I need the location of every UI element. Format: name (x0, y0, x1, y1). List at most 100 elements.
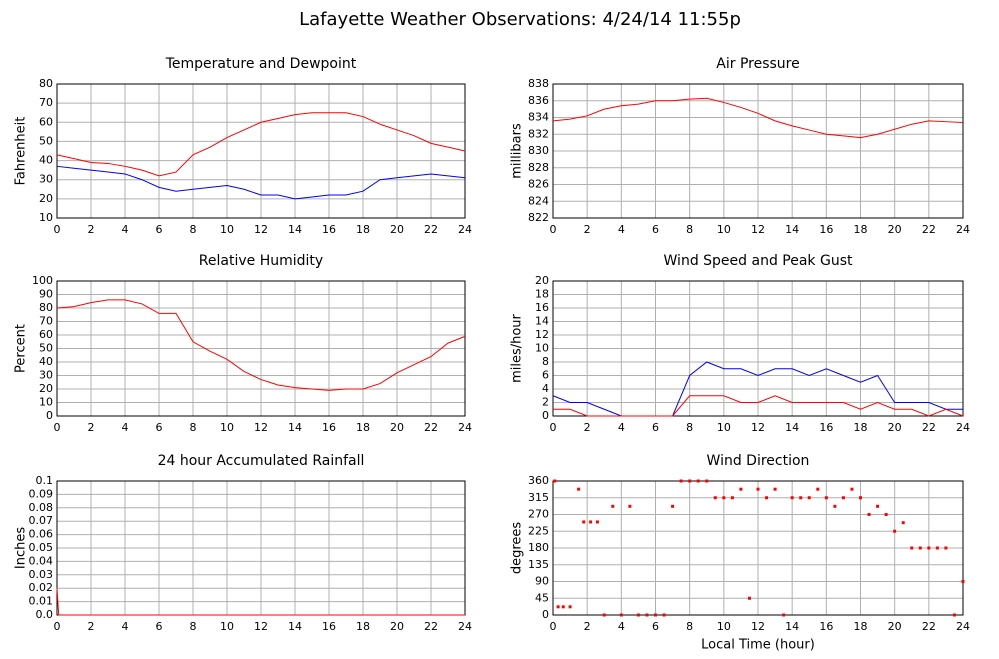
x-tick-label: 16 (819, 421, 833, 434)
data-point (696, 479, 700, 483)
data-point (747, 596, 751, 600)
x-tick-label: 6 (652, 223, 659, 236)
x-tick-label: 4 (618, 223, 625, 236)
data-point (589, 520, 593, 524)
page-title: Lafayette Weather Observations: 4/24/14 … (299, 9, 741, 30)
y-axis-label: Fahrenheit (14, 117, 29, 186)
data-point (713, 496, 717, 500)
data-point (556, 605, 560, 609)
x-tick-label: 0 (550, 620, 557, 633)
data-line (56, 112, 466, 177)
data-point (876, 504, 880, 508)
data-point (671, 504, 675, 508)
y-tick-label: 16 (535, 301, 549, 314)
panel-title: Air Pressure (716, 56, 799, 72)
x-tick-label: 8 (190, 421, 197, 434)
data-point (841, 496, 845, 500)
data-point (705, 479, 709, 483)
data-point (918, 546, 922, 550)
y-tick-label: 6 (542, 369, 549, 382)
x-tick-label: 22 (922, 223, 936, 236)
y-axis-label: millibars (510, 123, 525, 179)
y-tick-label: 834 (528, 111, 549, 124)
x-tick-label: 24 (458, 223, 472, 236)
x-tick-label: 14 (785, 223, 799, 236)
x-tick-label: 20 (888, 620, 902, 633)
plot-frame (552, 480, 964, 616)
x-tick-label: 14 (288, 620, 302, 633)
y-tick-label: 0.07 (29, 514, 54, 527)
plot-frame (56, 280, 466, 417)
data-point (619, 613, 623, 617)
y-tick-label: 60 (39, 328, 53, 341)
y-tick-label: 0.04 (29, 554, 54, 567)
x-tick-label: 6 (156, 620, 163, 633)
y-tick-label: 836 (528, 94, 549, 107)
y-tick-label: 0 (46, 409, 53, 422)
y-tick-label: 0 (542, 608, 549, 621)
x-tick-label: 0 (550, 421, 557, 434)
panel-title: Relative Humidity (199, 253, 323, 269)
x-tick-label: 22 (424, 620, 438, 633)
data-point (859, 496, 862, 500)
x-tick-label: 16 (322, 421, 336, 434)
x-tick-label: 24 (956, 421, 970, 434)
x-tick-label: 12 (751, 620, 765, 633)
x-tick-label: 4 (618, 421, 625, 434)
data-point (893, 529, 897, 533)
x-tick-label: 2 (88, 421, 95, 434)
x-tick-label: 10 (220, 223, 234, 236)
data-line (56, 588, 465, 616)
y-axis-label: miles/hour (510, 313, 525, 382)
x-tick-label: 6 (156, 223, 163, 236)
x-tick-label: 0 (550, 223, 557, 236)
y-tick-label: 2 (542, 396, 549, 409)
x-tick-label: 14 (785, 421, 799, 434)
data-line (553, 395, 964, 417)
y-tick-label: 14 (535, 315, 549, 328)
panel-title: Wind Direction (707, 453, 810, 469)
x-tick-label: 0 (54, 620, 61, 633)
data-line (56, 299, 466, 391)
x-tick-label: 18 (356, 620, 370, 633)
x-tick-label: 10 (220, 421, 234, 434)
data-point (901, 521, 905, 525)
x-tick-label: 2 (88, 620, 95, 633)
x-tick-label: 8 (190, 223, 197, 236)
data-point (952, 613, 956, 617)
data-point (577, 487, 581, 491)
y-axis-label: Percent (14, 324, 29, 373)
x-tick-label: 18 (854, 620, 868, 633)
y-tick-label: 822 (528, 211, 549, 224)
x-tick-label: 6 (156, 421, 163, 434)
x-tick-label: 8 (686, 421, 693, 434)
y-tick-label: 0.09 (29, 487, 54, 500)
x-tick-label: 20 (390, 620, 404, 633)
x-tick-label: 6 (652, 620, 659, 633)
data-point (833, 504, 837, 508)
data-point (773, 487, 777, 491)
y-tick-label: 80 (39, 77, 53, 90)
x-tick-label: 16 (322, 223, 336, 236)
data-point (568, 605, 572, 609)
y-tick-label: 270 (528, 508, 549, 521)
y-tick-label: 10 (39, 211, 53, 224)
data-point (722, 496, 726, 500)
y-tick-label: 0.03 (29, 568, 54, 581)
y-tick-label: 45 (535, 591, 549, 604)
x-tick-label: 22 (922, 421, 936, 434)
data-point (756, 487, 760, 491)
x-tick-label: 24 (956, 620, 970, 633)
data-point (867, 513, 871, 516)
data-point (688, 479, 692, 483)
data-point (654, 613, 657, 617)
x-tick-label: 22 (922, 620, 936, 633)
data-point (765, 496, 769, 500)
x-axis-label: Local Time (hour) (701, 638, 815, 653)
data-point (561, 605, 565, 609)
y-tick-label: 60 (39, 115, 53, 128)
x-tick-label: 4 (122, 421, 129, 434)
x-tick-label: 16 (322, 620, 336, 633)
y-tick-label: 18 (535, 288, 549, 301)
